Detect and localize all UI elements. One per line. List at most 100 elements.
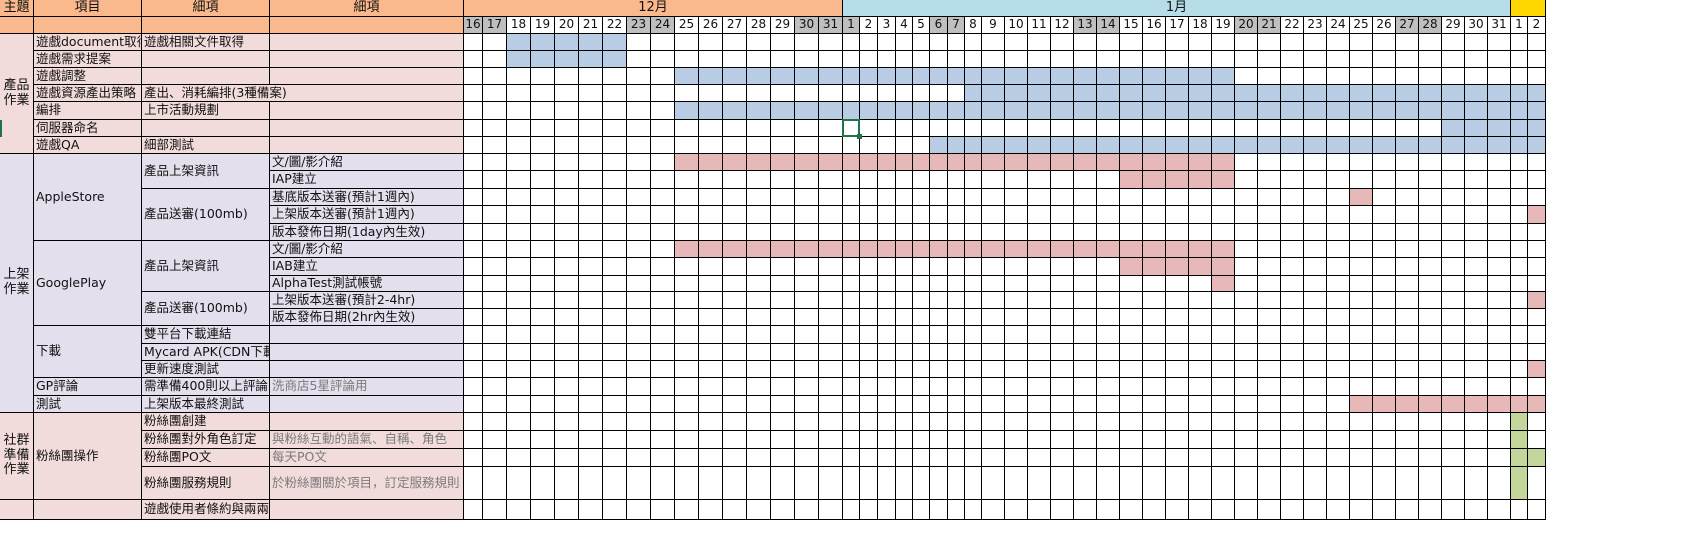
gantt-cell[interactable] [1373,241,1396,258]
gantt-cell[interactable] [982,309,1005,326]
gantt-cell[interactable] [627,500,651,520]
gantt-cell[interactable] [531,120,555,137]
gantt-bar-cell[interactable] [965,137,982,154]
gantt-cell[interactable] [531,85,555,102]
gantt-cell[interactable] [1350,68,1373,85]
gantt-cell[interactable] [1304,68,1327,85]
gantt-cell[interactable] [603,171,627,189]
gantt-bar-cell[interactable] [860,102,878,120]
day-header[interactable]: 20 [555,17,579,34]
gantt-cell[interactable] [819,171,843,189]
gantt-cell[interactable] [1396,309,1419,326]
gantt-cell[interactable] [1281,396,1304,413]
gantt-bar-cell[interactable] [896,68,913,85]
gantt-cell[interactable] [896,467,913,500]
gantt-cell[interactable] [1005,413,1028,431]
gantt-cell[interactable] [1465,413,1488,431]
gantt-cell[interactable] [699,292,723,309]
gantt-cell[interactable] [1327,326,1350,344]
gantt-bar-cell[interactable] [1350,137,1373,154]
gantt-cell[interactable] [896,276,913,292]
gantt-cell[interactable] [723,467,747,500]
gantt-cell[interactable] [1143,467,1166,500]
day-header[interactable]: 19 [531,17,555,34]
gantt-bar-cell[interactable] [1511,396,1528,413]
gantt-cell[interactable] [1304,292,1327,309]
gantt-cell[interactable] [948,361,965,378]
gantt-cell[interactable] [1097,309,1120,326]
gantt-cell[interactable] [1166,292,1189,309]
gantt-cell[interactable] [930,326,948,344]
gantt-cell[interactable] [1097,326,1120,344]
gantt-cell[interactable] [1327,378,1350,396]
gantt-cell[interactable] [948,449,965,467]
gantt-cell[interactable] [795,206,819,224]
gantt-cell[interactable] [878,85,896,102]
gantt-cell[interactable] [1235,361,1258,378]
gantt-cell[interactable] [1235,292,1258,309]
gantt-cell[interactable] [1120,500,1143,520]
gantt-cell[interactable] [579,206,603,224]
gantt-bar-cell[interactable] [1511,137,1528,154]
gantt-cell[interactable] [507,344,531,361]
gantt-cell[interactable] [948,309,965,326]
gantt-cell[interactable] [1005,276,1028,292]
gantt-cell[interactable] [878,206,896,224]
gantt-cell[interactable] [1166,413,1189,431]
gantt-cell[interactable] [1511,34,1528,51]
gantt-cell[interactable] [531,241,555,258]
detail1-cell[interactable]: 雙平台下載連結 [142,326,270,344]
gantt-cell[interactable] [1488,413,1511,431]
gantt-cell[interactable] [913,206,930,224]
gantt-cell[interactable] [1097,51,1120,68]
gantt-cell[interactable] [603,276,627,292]
gantt-cell[interactable] [1143,276,1166,292]
gantt-bar-cell[interactable] [1373,85,1396,102]
gantt-bar-cell[interactable] [1327,85,1350,102]
gantt-bar-cell[interactable] [1074,68,1097,85]
gantt-cell[interactable] [603,361,627,378]
gantt-cell[interactable] [1511,189,1528,206]
gantt-cell[interactable] [651,413,675,431]
gantt-cell[interactable] [878,171,896,189]
gantt-cell[interactable] [699,500,723,520]
gantt-bar-cell[interactable] [1528,137,1546,154]
gantt-cell[interactable] [948,276,965,292]
gantt-cell[interactable] [913,467,930,500]
gantt-cell[interactable] [1258,309,1281,326]
gantt-cell[interactable] [1143,378,1166,396]
gantt-cell[interactable] [1281,309,1304,326]
gantt-bar-cell[interactable] [1528,361,1546,378]
gantt-bar-cell[interactable] [948,241,965,258]
gantt-cell[interactable] [1189,431,1212,449]
gantt-bar-cell[interactable] [965,68,982,85]
gantt-cell[interactable] [860,396,878,413]
header-spacer-item[interactable] [34,17,142,34]
gantt-cell[interactable] [1304,258,1327,276]
gantt-cell[interactable] [896,85,913,102]
gantt-cell[interactable] [1189,413,1212,431]
gantt-cell[interactable] [464,449,483,467]
gantt-cell[interactable] [651,276,675,292]
gantt-bar-cell[interactable] [819,102,843,120]
gantt-cell[interactable] [860,378,878,396]
gantt-bar-cell[interactable] [699,102,723,120]
gantt-cell[interactable] [1051,292,1074,309]
gantt-bar-cell[interactable] [723,68,747,85]
gantt-cell[interactable] [555,120,579,137]
gantt-cell[interactable] [878,467,896,500]
gantt-cell[interactable] [464,68,483,85]
gantt-cell[interactable] [1258,292,1281,309]
gantt-cell[interactable] [747,258,771,276]
gantt-cell[interactable] [1442,34,1465,51]
gantt-cell[interactable] [627,431,651,449]
gantt-cell[interactable] [603,85,627,102]
gantt-bar-cell[interactable] [555,34,579,51]
gantt-cell[interactable] [795,361,819,378]
day-header[interactable]: 23 [1304,17,1327,34]
gantt-cell[interactable] [1097,449,1120,467]
gantt-cell[interactable] [1258,51,1281,68]
gantt-cell[interactable] [1143,224,1166,241]
gantt-cell[interactable] [1327,171,1350,189]
gantt-cell[interactable] [1419,276,1442,292]
